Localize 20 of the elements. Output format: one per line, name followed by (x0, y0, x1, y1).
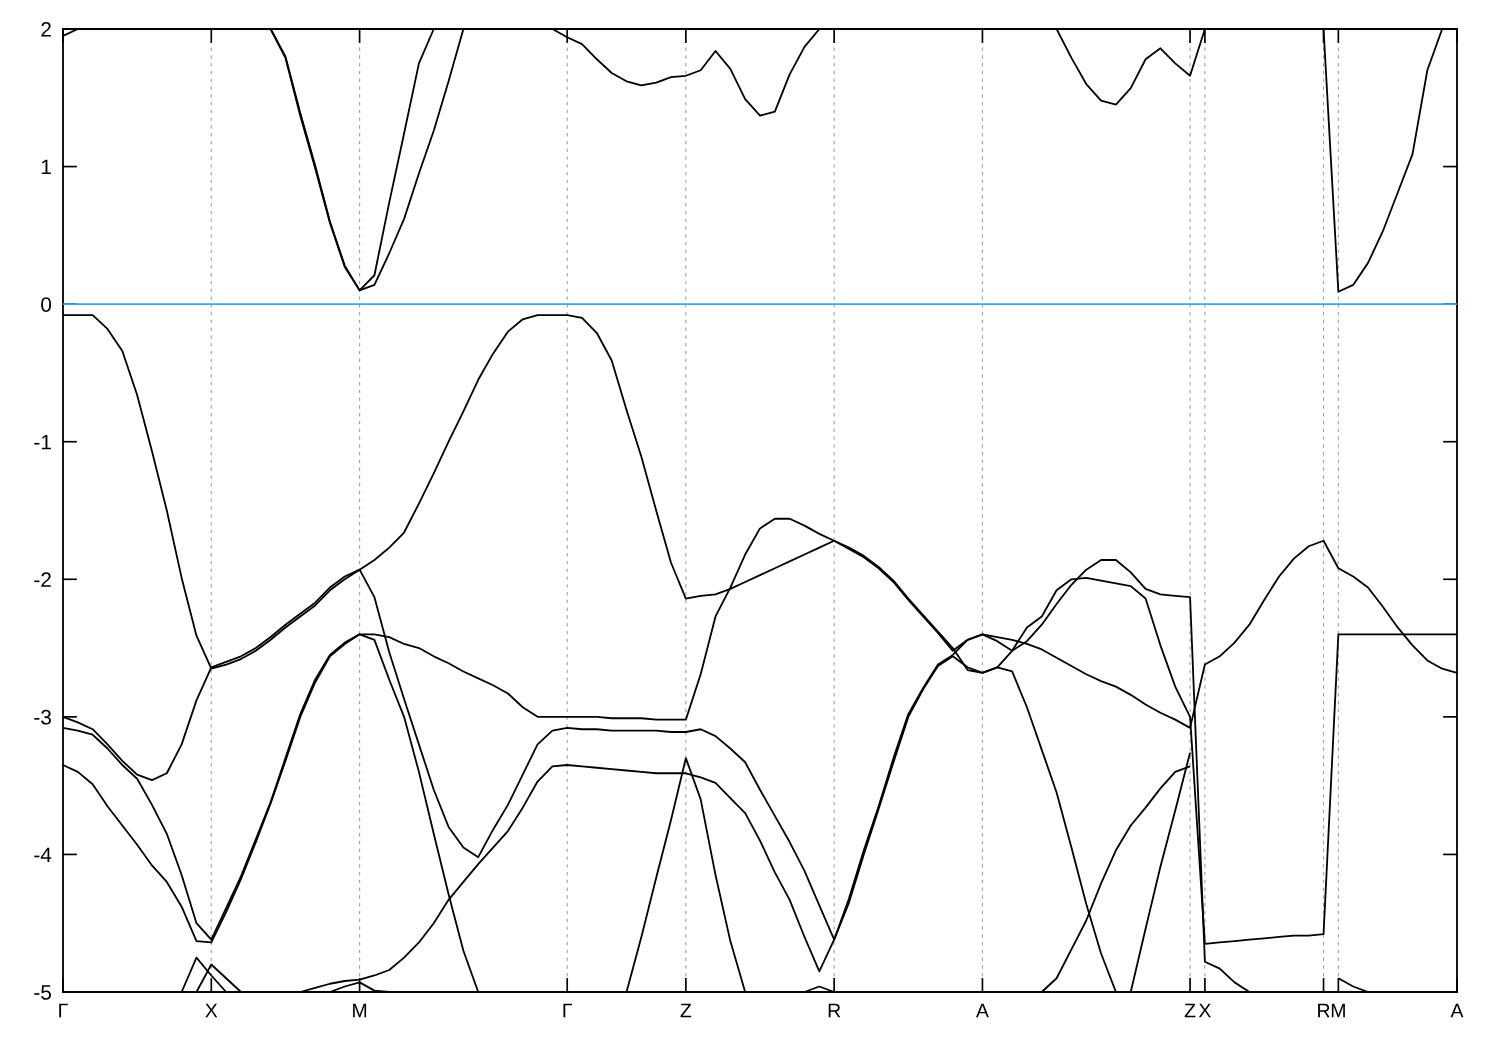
x-tick-label: Z (680, 1003, 692, 1018)
x-tick-label: Γ (59, 1003, 68, 1018)
x-tick-label: X (1198, 1003, 1211, 1018)
x-tick-label: R (828, 1003, 841, 1018)
x-tick-label: X (205, 1003, 218, 1018)
y-tick-label: 1 (41, 159, 51, 175)
x-tick-label: M (1331, 1003, 1345, 1018)
y-tick-label: -4 (34, 847, 52, 862)
x-tick-label: R (1318, 1003, 1330, 1018)
x-tick-label: Γ (563, 1003, 573, 1018)
x-tick-label: A (1450, 1003, 1464, 1018)
x-tick-label: M (353, 1003, 367, 1018)
y-tick-label: -2 (34, 572, 51, 587)
x-tick-label: A (976, 1003, 989, 1018)
x-tick-label: Z (1184, 1003, 1196, 1018)
y-tick-label: 2 (41, 22, 51, 37)
y-tick-label: 0 (41, 297, 52, 312)
y-tick-label: -3 (34, 709, 51, 725)
y-tick-label: -1 (34, 434, 51, 450)
y-tick-label: -5 (34, 985, 52, 1000)
